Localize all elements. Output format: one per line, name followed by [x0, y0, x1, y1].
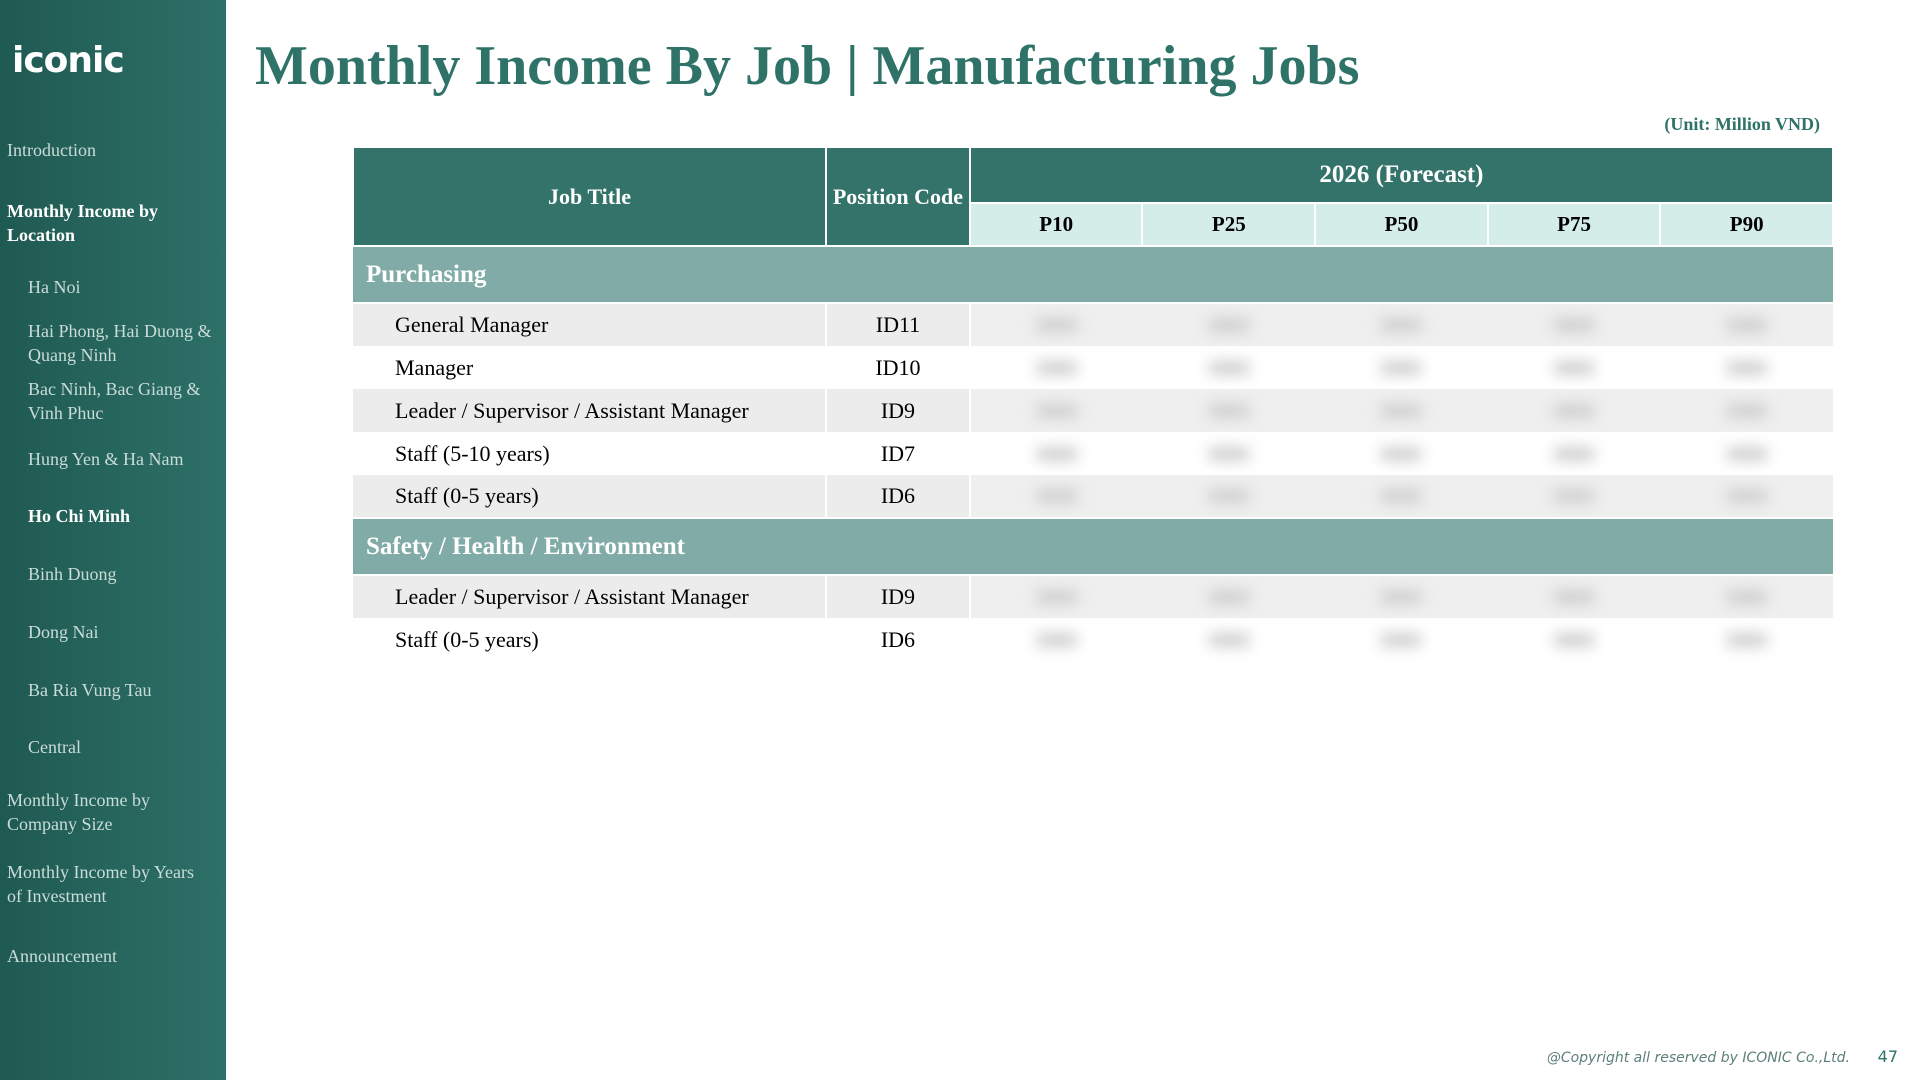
page-number: 47 [1877, 1047, 1898, 1066]
position-code: ID11 [825, 303, 971, 346]
blurred-value [1315, 432, 1488, 475]
blurred-value [1142, 303, 1316, 346]
blurred-value [1660, 346, 1833, 389]
table-row: Leader / Supervisor / Assistant Manager I… [353, 575, 1833, 618]
blurred-value [969, 389, 1143, 432]
job-title: Leader / Supervisor / Assistant Manager [353, 575, 827, 618]
nav-binh-duong[interactable]: Binh Duong [28, 564, 117, 584]
col-p25: P25 [1141, 202, 1317, 247]
job-title: Staff (0-5 years) [353, 475, 827, 518]
nav-years-investment[interactable]: Monthly Income by Years of Investment [7, 862, 194, 906]
blurred-value [969, 475, 1143, 518]
blurred-value [1142, 475, 1316, 518]
col-position-code: Position Code [825, 146, 971, 247]
blurred-value [1315, 389, 1488, 432]
table-row: General Manager ID11 [353, 303, 1833, 346]
nav-introduction[interactable]: Introduction [7, 140, 96, 160]
col-p75: P75 [1486, 202, 1662, 247]
blurred-value [1488, 346, 1661, 389]
blurred-value [1487, 475, 1661, 518]
job-title: General Manager [353, 303, 827, 346]
nav-ho-chi-minh[interactable]: Ho Chi Minh [28, 506, 131, 526]
table-row: Staff (0-5 years) ID6 [353, 475, 1833, 518]
nav-central[interactable]: Central [28, 737, 81, 757]
job-title: Leader / Supervisor / Assistant Manager [353, 389, 827, 432]
section-row: Safety / Health / Environment [353, 517, 1833, 576]
nav-dong-nai[interactable]: Dong Nai [28, 622, 99, 642]
blurred-value [970, 432, 1143, 475]
blurred-value [969, 303, 1143, 346]
col-p50: P50 [1314, 202, 1489, 247]
logo: iconic [12, 40, 125, 81]
unit-label: (Unit: Million VND) [1664, 114, 1820, 134]
nav-hung-yen[interactable]: Hung Yen & Ha Nam [28, 449, 184, 469]
blurred-value [1660, 475, 1833, 518]
blurred-value [1488, 432, 1661, 475]
position-code: ID9 [825, 575, 971, 618]
blurred-value [1315, 346, 1488, 389]
section-row: Purchasing [353, 245, 1833, 304]
blurred-value [1142, 575, 1316, 618]
job-title: Staff (0-5 years) [395, 626, 539, 652]
blurred-value [1142, 346, 1315, 389]
blurred-value [969, 575, 1143, 618]
blurred-value [1315, 475, 1488, 518]
blurred-value [1487, 575, 1661, 618]
copyright: @Copyright all reserved by ICONIC Co.,Lt… [1546, 1050, 1850, 1066]
table-row: Staff (5-10 years) ID7 [353, 432, 1833, 475]
position-code: ID9 [825, 389, 971, 432]
blurred-value [1660, 389, 1833, 432]
position-code: ID7 [825, 432, 971, 475]
nav-announcement[interactable]: Announcement [7, 946, 117, 966]
nav-company-size[interactable]: Monthly Income by Company Size [7, 790, 150, 834]
blurred-value [1487, 389, 1661, 432]
blurred-value [1487, 303, 1661, 346]
nav-ha-noi[interactable]: Ha Noi [28, 277, 81, 297]
sidebar: iconic Introduction Monthly Income by Lo… [0, 0, 226, 1080]
col-job-title: Job Title [351, 146, 828, 247]
position-code: ID6 [825, 475, 971, 518]
nav-bac-ninh[interactable]: Bac Ninh, Bac Giang & Vinh Phuc [28, 379, 201, 423]
blurred-value [1315, 575, 1488, 618]
blurred-value [1660, 575, 1833, 618]
blurred-value [1142, 618, 1315, 661]
col-year: 2026 (Forecast) [968, 146, 1835, 204]
blurred-value [1488, 618, 1661, 661]
col-p90: P90 [1659, 202, 1834, 247]
nav-hai-phong[interactable]: Hai Phong, Hai Duong & Quang Ninh [28, 321, 212, 365]
page-title: Monthly Income By Job | Manufacturing Jo… [255, 35, 1360, 97]
blurred-value [1142, 389, 1316, 432]
section-title: Purchasing [353, 245, 1833, 304]
position-code: ID6 [825, 618, 971, 661]
table-row: Staff (0-5 years) ID6 [353, 618, 1833, 661]
blurred-value [1315, 618, 1488, 661]
table-row: Leader / Supervisor / Assistant Manager I… [353, 389, 1833, 432]
position-code: ID10 [825, 346, 971, 389]
col-p10: P10 [968, 202, 1144, 247]
job-title: Staff (5-10 years) [395, 440, 550, 466]
section-title: Safety / Health / Environment [353, 517, 1833, 576]
nav-ba-ria[interactable]: Ba Ria Vung Tau [28, 680, 152, 700]
blurred-value [970, 346, 1143, 389]
job-title: Manager [395, 354, 474, 380]
blurred-value [1660, 432, 1833, 475]
blurred-value [1660, 618, 1833, 661]
blurred-value [1142, 432, 1315, 475]
blurred-value [970, 618, 1143, 661]
blurred-value [1660, 303, 1833, 346]
table-row: Manager ID10 [353, 346, 1833, 389]
nav-income-by-location[interactable]: Monthly Income by Location [7, 201, 159, 245]
income-table: Job Title Position Code 2026 (Forecast) … [351, 146, 1835, 661]
blurred-value [1315, 303, 1488, 346]
